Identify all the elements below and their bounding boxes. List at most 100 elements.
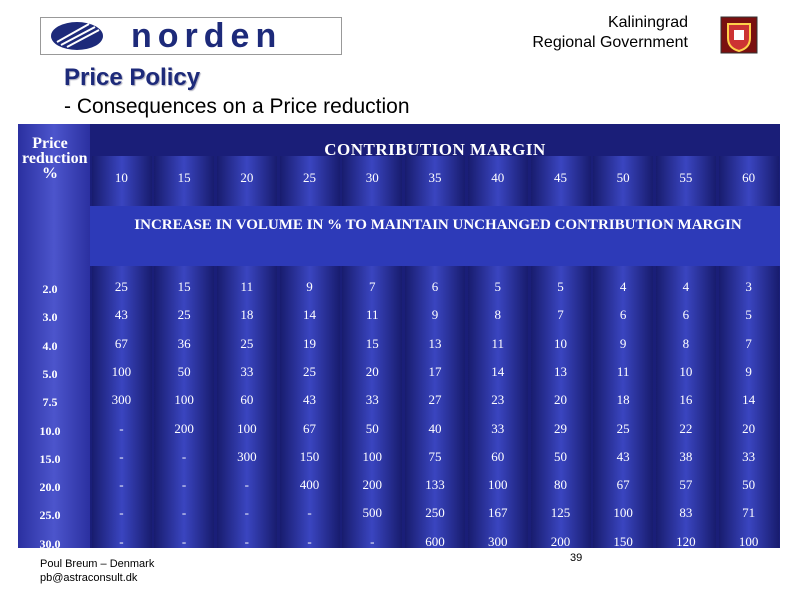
cell: 15 [365, 335, 379, 351]
column-header: 60 [742, 170, 756, 185]
cell: - [244, 533, 249, 548]
logo: norden [40, 17, 342, 55]
cell: 7 [369, 279, 376, 294]
cell: 9 [619, 335, 627, 351]
org-name: Regional Government [532, 34, 688, 51]
cell: 11 [240, 279, 254, 294]
cell: 7 [557, 307, 564, 323]
row-label: 25.0 [39, 508, 61, 523]
cell: 17 [428, 363, 442, 379]
cell: 22 [679, 420, 693, 436]
cell: 19 [303, 335, 317, 351]
column-group: CONTRIBUTION MARGIN [324, 140, 546, 159]
cell: 5 [745, 307, 752, 323]
page-number: 39 [570, 552, 583, 564]
cell: - [181, 477, 187, 493]
cell: 20 [553, 392, 567, 408]
cell: 100 [237, 420, 257, 436]
cell: 38 [679, 448, 693, 464]
table: Price reduction % CONTRIBUTION MARGIN IN… [18, 124, 780, 548]
cell: - [119, 477, 124, 493]
column-header: 40 [491, 170, 505, 185]
cell: 100 [174, 392, 194, 408]
cell: 29 [553, 420, 567, 436]
cell: 14 [491, 363, 505, 379]
cell: 50 [177, 363, 191, 379]
author: Poul Breum – Denmark [40, 558, 155, 570]
cell: 11 [616, 363, 630, 379]
cell: 167 [487, 505, 508, 521]
cell: - [244, 477, 249, 493]
column-header: 10 [114, 170, 128, 185]
cell: 25 [177, 307, 191, 323]
cell: 18 [616, 392, 630, 408]
row-label: 5.0 [42, 366, 58, 381]
cell: 23 [491, 392, 505, 408]
cell: - [181, 505, 187, 521]
cell: 25 [114, 279, 128, 294]
cell: 13 [553, 363, 567, 379]
cell: 125 [550, 505, 571, 521]
cell: 15 [177, 279, 191, 294]
cell: 20 [742, 420, 756, 436]
column-header: 30 [365, 170, 379, 185]
cell: 600 [425, 533, 445, 548]
row-label: 30.0 [39, 536, 61, 548]
cell: 250 [425, 505, 445, 521]
cell: 100 [362, 448, 383, 464]
cell: 8 [682, 335, 690, 351]
cell: 33 [491, 420, 505, 436]
row-label: 7.5 [42, 395, 58, 410]
cell: 14 [742, 392, 756, 408]
cell: 50 [742, 477, 756, 493]
cell: 10 [553, 335, 567, 351]
caption-band [90, 206, 780, 266]
cell: 43 [303, 392, 317, 408]
cell: 150 [613, 533, 633, 548]
row-label: 10.0 [39, 423, 61, 438]
column-header: 45 [553, 170, 567, 185]
body-caption: INCREASE IN VOLUME IN % TO MAINTAIN UNCH… [134, 217, 742, 233]
cell: 25 [240, 335, 254, 351]
cell: 3 [745, 279, 752, 294]
cell: 500 [362, 505, 383, 521]
cell: 150 [299, 448, 320, 464]
cell: 9 [745, 363, 752, 379]
cell: 50 [553, 448, 567, 464]
row-label: 3.0 [42, 310, 58, 325]
cell: 6 [431, 279, 439, 294]
row-label: 15.0 [39, 451, 61, 466]
cell: 6 [619, 307, 627, 323]
cell: 50 [365, 420, 379, 436]
column-header: 15 [177, 170, 191, 185]
cell: 100 [738, 533, 759, 548]
cell: 18 [240, 307, 254, 323]
cell: 9 [306, 279, 313, 294]
cell: 57 [679, 477, 693, 493]
email: pb@astraconsult.dk [40, 572, 138, 584]
cell: 6 [682, 307, 690, 323]
cell: 33 [365, 392, 379, 408]
cell: 11 [366, 307, 379, 323]
cell: 9 [431, 307, 439, 323]
emblem [720, 16, 758, 54]
cell: 300 [237, 448, 257, 464]
cell: - [307, 533, 312, 548]
cell: 5 [494, 279, 501, 294]
cell: 133 [425, 477, 445, 493]
cell: 67 [114, 335, 128, 351]
logo-text: norden [131, 17, 283, 55]
cell: 36 [177, 335, 191, 351]
cell: 40 [428, 420, 442, 436]
cell: 25 [303, 363, 317, 379]
cell: 20 [365, 363, 379, 379]
cell: - [181, 448, 187, 464]
cell: 60 [240, 392, 254, 408]
cell: 4 [619, 279, 627, 294]
column-header: 20 [240, 170, 254, 185]
cell: 100 [487, 477, 508, 493]
logo-mark [51, 22, 103, 50]
title: Price Policy [64, 64, 201, 91]
cell: 100 [111, 363, 132, 379]
